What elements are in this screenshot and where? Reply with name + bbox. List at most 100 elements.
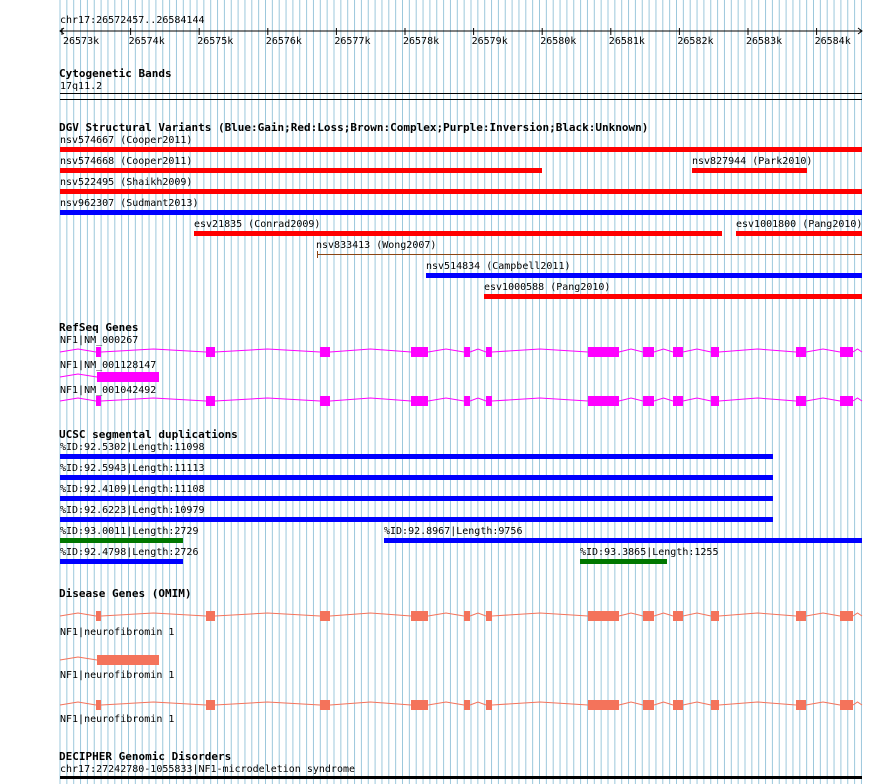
exon[interactable] [711,611,719,621]
intron-line [59,656,98,661]
ruler-tick-label: 26577k [334,36,370,47]
intron-line [427,701,465,706]
ruler-tick-label: 26583k [746,36,782,47]
exon[interactable] [796,611,806,621]
omim-label: NF1|neurofibromin 1 [60,627,175,638]
exon[interactable] [643,396,654,406]
dgv-feature[interactable] [692,168,807,173]
exon[interactable] [320,347,330,357]
exon[interactable] [711,347,719,357]
segdup-feature[interactable] [60,454,773,459]
decipher-feature[interactable] [60,776,862,779]
intron-line [491,348,589,353]
exon[interactable] [796,700,806,710]
exon[interactable] [486,347,492,357]
exon[interactable] [464,347,470,357]
ruler-arrow-right-icon [857,27,863,35]
ruler-arrow-left-icon [59,27,65,35]
exon[interactable] [96,347,101,357]
coordinate-ruler[interactable]: 26573k 26574k 26575k 26576k 26577k 26578k 2657… [0,26,890,48]
intron-line [100,612,207,617]
exon[interactable] [96,611,101,621]
intron-line [653,397,674,402]
exon[interactable] [464,396,470,406]
segdup-feature[interactable] [580,559,667,564]
intron-line [682,348,712,353]
exon[interactable] [643,700,654,710]
exon[interactable] [320,700,330,710]
intron-line [805,701,841,706]
exon[interactable] [673,700,683,710]
segdup-feature[interactable] [384,538,862,543]
exon[interactable] [588,396,619,406]
exon[interactable] [796,396,806,406]
segdup-feature[interactable] [60,559,183,564]
exon[interactable] [673,396,683,406]
exon[interactable] [840,347,853,357]
exon[interactable] [464,611,470,621]
dgv-feature[interactable] [484,294,862,299]
region-label: chr17:26572457..26584144 [60,15,205,26]
dgv-feature[interactable] [736,231,862,236]
exon[interactable] [411,347,428,357]
exon[interactable] [486,700,492,710]
segdup-feature[interactable] [60,517,773,522]
dgv-feature[interactable] [194,231,722,236]
dgv-feature[interactable] [60,168,542,173]
exon[interactable] [411,700,428,710]
exon[interactable] [206,347,215,357]
intron-line [214,397,321,402]
exon[interactable] [486,396,492,406]
intron-line [852,397,863,402]
exon[interactable] [588,347,619,357]
ruler-tick-label: 26578k [403,36,439,47]
exon[interactable] [796,347,806,357]
intron-line [214,701,321,706]
segdup-feature[interactable] [60,538,183,543]
segdup-feature[interactable] [60,496,773,501]
exon[interactable] [411,611,428,621]
refseq-label: NF1|NM_001042492 [60,385,157,396]
exon[interactable] [411,396,428,406]
exon[interactable] [206,396,215,406]
track-title-dgv: DGV Structural Variants (Blue:Gain;Red:L… [59,121,649,134]
dgv-label: esv1001800 (Pang2010) [736,219,863,230]
omim-label: NF1|neurofibromin 1 [60,714,175,725]
segdup-feature[interactable] [60,475,773,480]
cytoband-label: 17q11.2 [60,81,103,92]
exon[interactable] [96,700,101,710]
dgv-feature[interactable] [60,147,862,152]
exon[interactable] [711,396,719,406]
exon[interactable] [96,396,101,406]
dgv-feature[interactable] [426,273,862,278]
exon[interactable] [673,611,683,621]
exon[interactable] [206,700,215,710]
exon[interactable] [486,611,492,621]
exon[interactable] [840,611,853,621]
exon[interactable] [464,700,470,710]
dgv-feature[interactable] [60,210,862,215]
exon[interactable] [97,372,159,382]
exon[interactable] [97,655,159,665]
exon[interactable] [643,347,654,357]
dgv-feature[interactable] [60,189,862,194]
dgv-feature[interactable] [317,254,862,255]
intron-line [329,397,412,402]
segdup-label: %ID:92.4798|Length:2726 [60,547,199,558]
exon[interactable] [840,700,853,710]
exon[interactable] [643,611,654,621]
intron-line [618,397,644,402]
exon[interactable] [588,700,619,710]
exon[interactable] [206,611,215,621]
exon[interactable] [320,611,330,621]
ruler-tick-label: 26579k [472,36,508,47]
exon[interactable] [840,396,853,406]
exon[interactable] [711,700,719,710]
track-title-cytoband: Cytogenetic Bands [59,67,172,80]
exon[interactable] [673,347,683,357]
exon[interactable] [320,396,330,406]
exon[interactable] [588,611,619,621]
dgv-label: nsv522495 (Shaikh2009) [60,177,193,188]
intron-line [427,612,465,617]
